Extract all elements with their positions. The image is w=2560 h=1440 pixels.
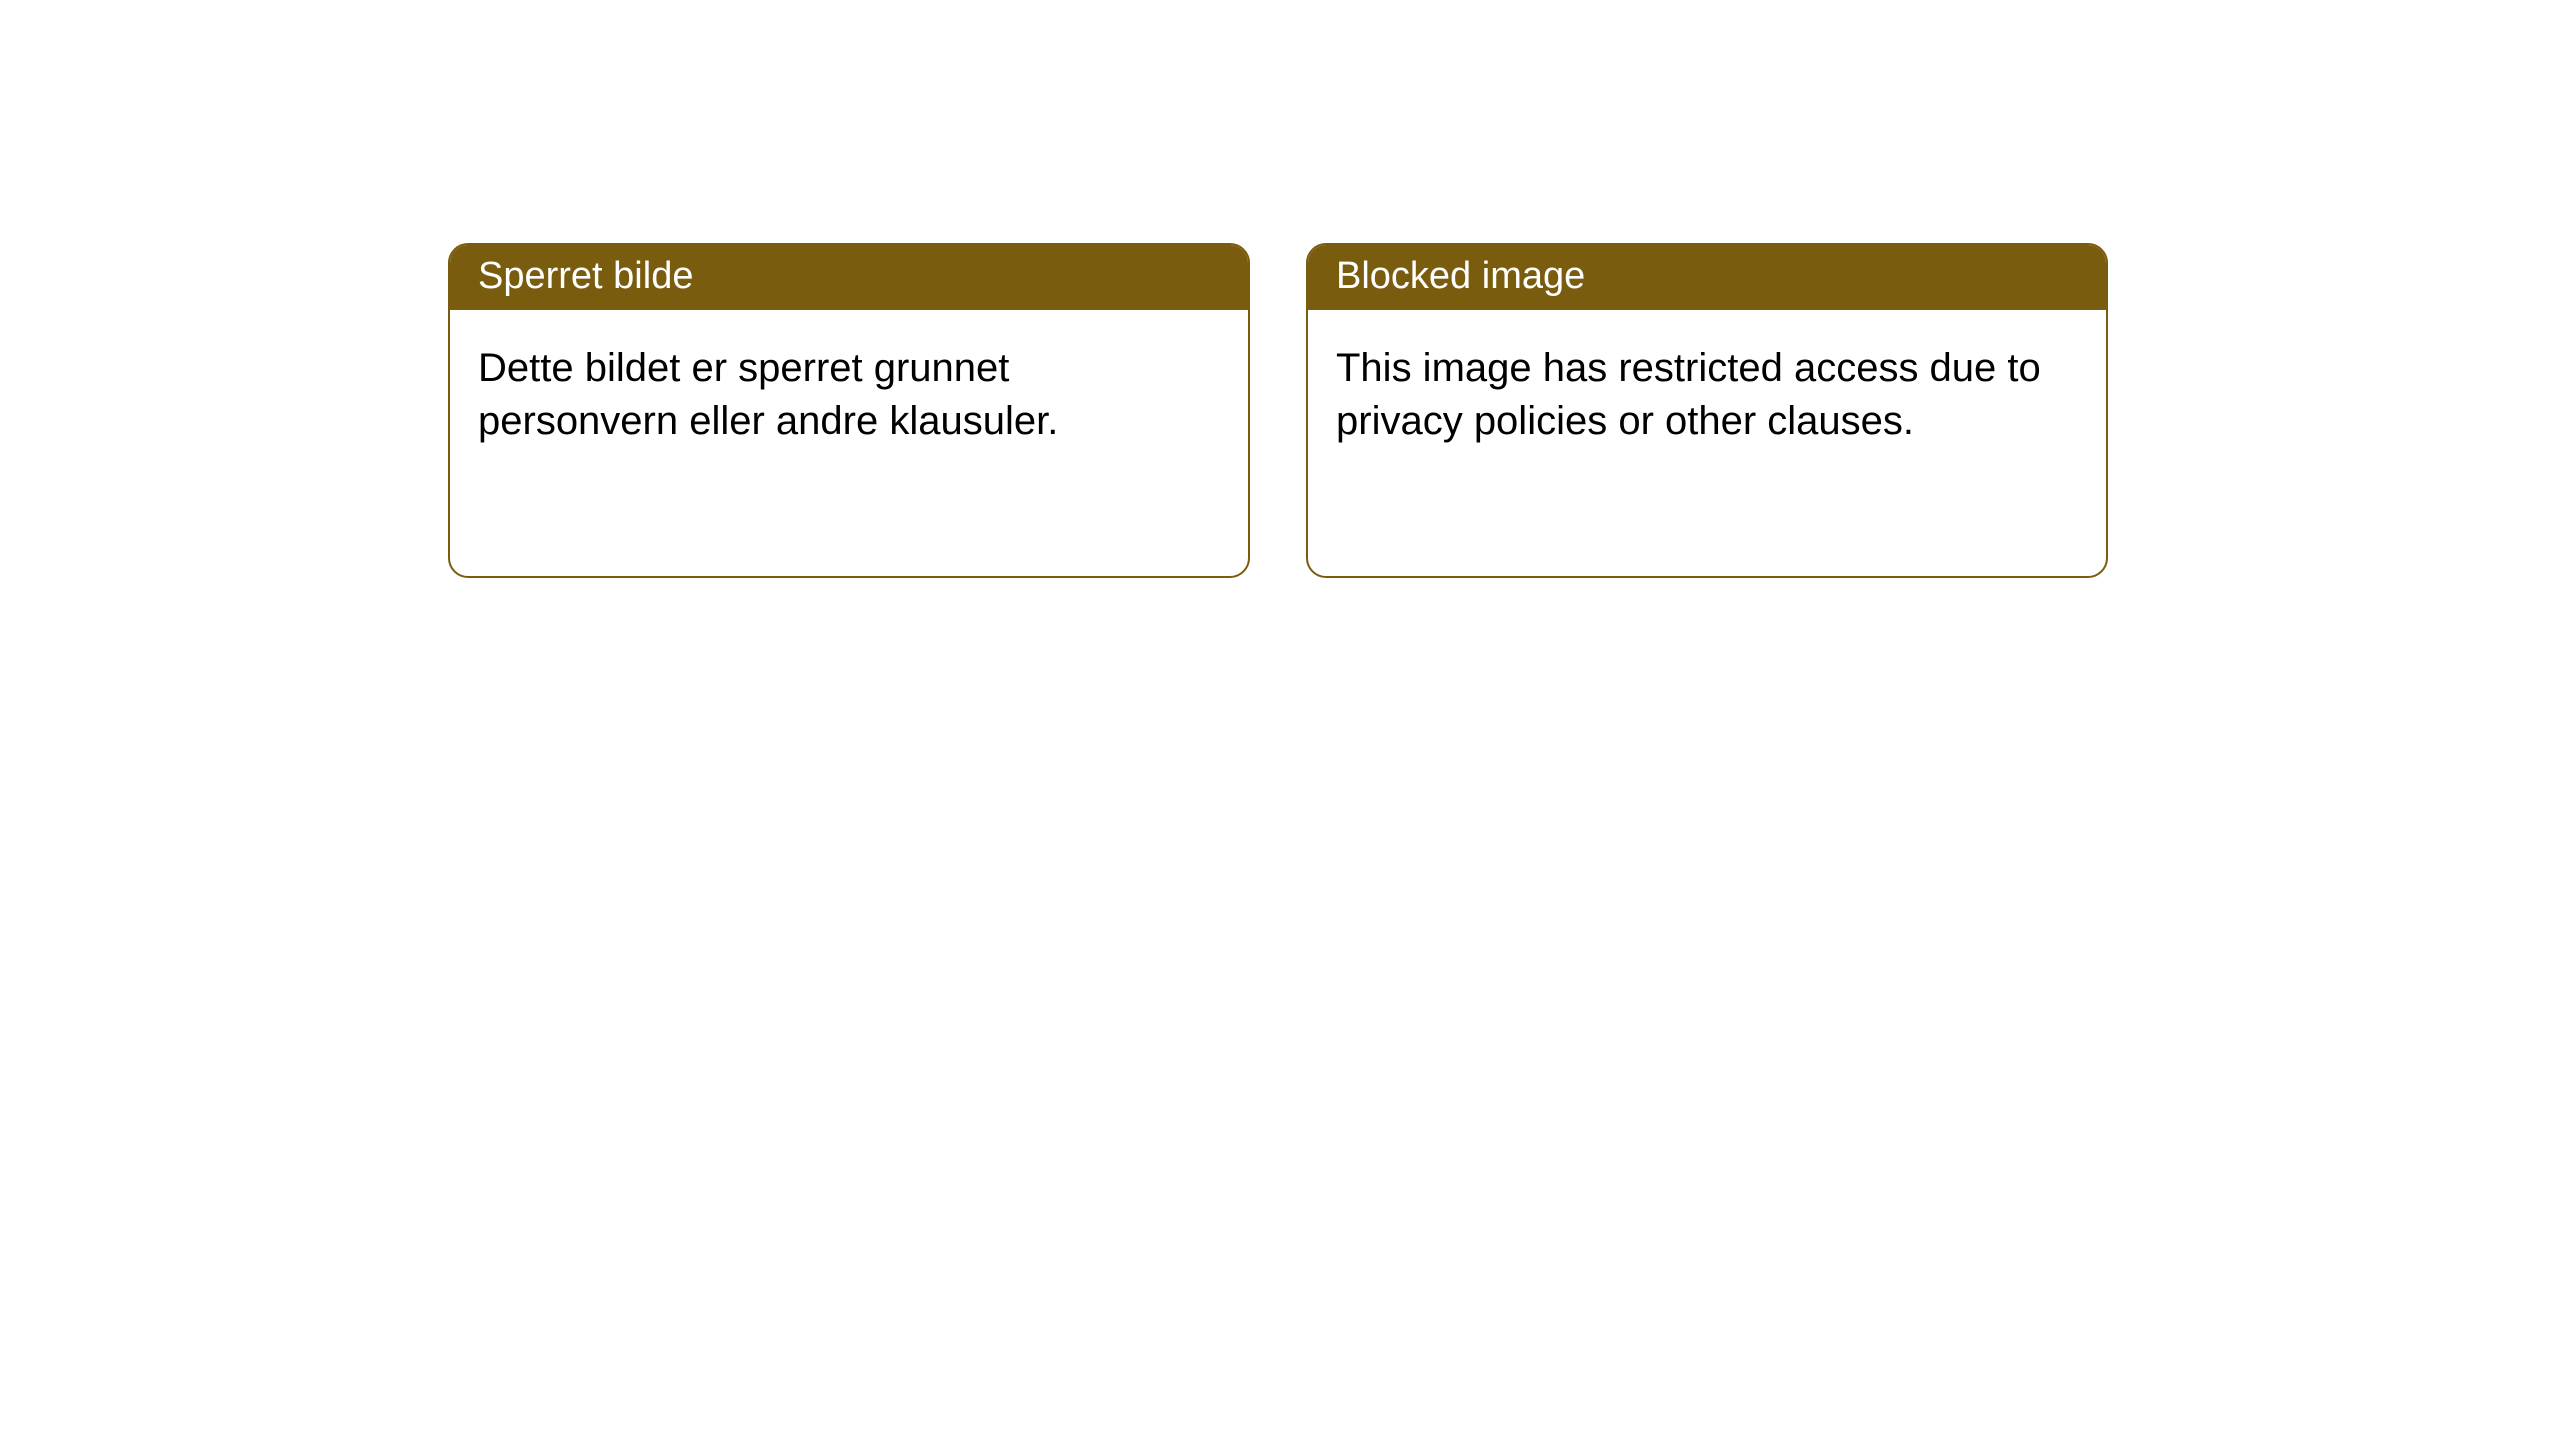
notice-header: Sperret bilde: [450, 245, 1248, 310]
notice-header: Blocked image: [1308, 245, 2106, 310]
notice-card-norwegian: Sperret bilde Dette bildet er sperret gr…: [448, 243, 1250, 578]
notice-card-english: Blocked image This image has restricted …: [1306, 243, 2108, 578]
notice-body: Dette bildet er sperret grunnet personve…: [450, 310, 1248, 480]
notice-body: This image has restricted access due to …: [1308, 310, 2106, 480]
notice-container: Sperret bilde Dette bildet er sperret gr…: [0, 0, 2560, 578]
